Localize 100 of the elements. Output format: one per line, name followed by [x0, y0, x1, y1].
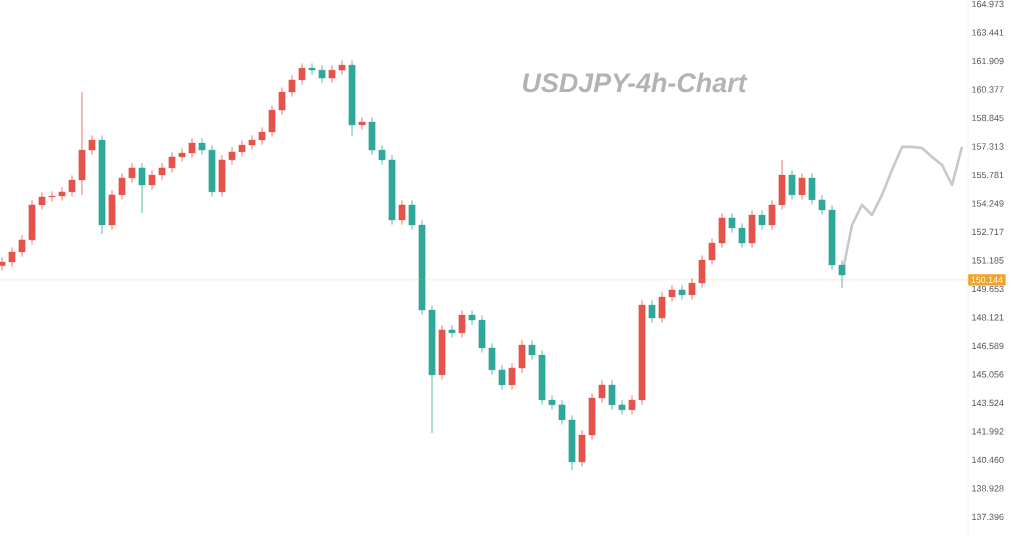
- y-tick-label: 151.185: [972, 257, 1004, 264]
- candlestick: [758, 209, 766, 231]
- candlestick: [368, 116, 376, 156]
- y-tick-label: 143.524: [972, 399, 1004, 407]
- candlestick: [798, 172, 806, 200]
- candlestick: [168, 151, 176, 173]
- candlestick: [38, 191, 46, 210]
- candlestick: [728, 212, 736, 234]
- candlestick: [578, 429, 586, 468]
- candlestick: [538, 349, 546, 406]
- candlestick: [268, 105, 276, 138]
- candlestick: [768, 199, 776, 231]
- candlestick: [188, 137, 196, 159]
- candlestick: [48, 190, 56, 202]
- candlestick: [648, 299, 656, 324]
- candlestick: [468, 309, 476, 326]
- candlestick: [548, 394, 556, 410]
- candlestick: [428, 304, 436, 434]
- candlestick: [8, 246, 16, 268]
- y-tick-label: 157.313: [972, 143, 1004, 150]
- ref-line-label: 150.144: [971, 276, 1003, 283]
- candlestick: [388, 154, 396, 226]
- candlestick: [638, 299, 646, 406]
- candlestick: [508, 362, 516, 391]
- candlestick: [518, 339, 526, 374]
- candlestick: [748, 209, 756, 249]
- y-tick-label: 137.396: [972, 513, 1004, 521]
- candlestick: [128, 162, 136, 184]
- candlestick: [338, 60, 346, 76]
- candlestick: [698, 254, 706, 289]
- candlestick: [808, 172, 816, 205]
- candlestick: [668, 284, 676, 303]
- candlestick: [208, 145, 216, 197]
- candlestick: [558, 399, 566, 425]
- candlestick: [198, 137, 206, 156]
- y-tick-label: 161.909: [972, 57, 1004, 65]
- candlestick: [78, 91, 86, 196]
- candlestick: [348, 60, 356, 136]
- candlestick: [588, 392, 596, 441]
- candlestick: [278, 87, 286, 116]
- y-tick-label: 154.249: [972, 200, 1004, 207]
- candlestick: [418, 219, 426, 316]
- y-tick-label: 140.460: [972, 456, 1004, 464]
- candlestick: [138, 162, 146, 214]
- candlestick: [378, 145, 386, 165]
- candlestick: [298, 63, 306, 85]
- candlestick: [688, 278, 696, 300]
- candlestick: [178, 148, 186, 162]
- candlestick: [158, 162, 166, 181]
- candlestick: [778, 159, 786, 210]
- candlestick: [0, 256, 6, 271]
- y-tick-label: 148.121: [972, 314, 1004, 321]
- candlestick: [98, 134, 106, 235]
- y-tick-label: 164.973: [972, 0, 1004, 8]
- candlestick: [108, 189, 116, 231]
- candlestick: [788, 169, 796, 200]
- candlestick: [678, 284, 686, 300]
- y-tick-label: 138.928: [972, 485, 1004, 492]
- candlestick: [88, 134, 96, 156]
- candlestick: [308, 63, 316, 76]
- candlestick: [658, 291, 666, 324]
- candlestick: [218, 154, 226, 197]
- y-tick-label: 149.653: [972, 285, 1004, 293]
- candlestick: [838, 259, 846, 289]
- candlestick: [258, 126, 266, 146]
- candlestick: [618, 399, 626, 415]
- candlestick: [708, 238, 716, 266]
- y-tick-label: 146.589: [972, 342, 1004, 350]
- y-tick-label: 155.781: [972, 171, 1004, 179]
- y-tick-label: 163.441: [972, 29, 1004, 36]
- candlestick: [458, 309, 466, 338]
- candlestick: [828, 204, 836, 271]
- candlestick: [18, 234, 26, 258]
- candlestick: [598, 379, 606, 404]
- candlestick: [488, 342, 496, 375]
- candlestick: [498, 364, 506, 391]
- candlestick: [148, 169, 156, 191]
- candlestick: [738, 222, 746, 249]
- candlestick: [318, 65, 326, 84]
- candlestick: [408, 199, 416, 231]
- y-tick-label: 145.056: [972, 371, 1004, 378]
- candlestick: [238, 140, 246, 157]
- y-tick-label: 158.845: [972, 114, 1004, 122]
- candlestick: [228, 146, 236, 165]
- candlestick: [448, 324, 456, 338]
- candlestick: [628, 394, 636, 415]
- text: USDJPY-4h-Chart: [523, 72, 748, 93]
- y-tick-label: 160.377: [972, 86, 1004, 93]
- candlestick: [528, 339, 536, 361]
- candlestick: [718, 212, 726, 249]
- candlestick: [58, 186, 66, 202]
- candlestick: [288, 74, 296, 98]
- candlestick: [248, 134, 256, 151]
- candlestick: [118, 172, 126, 200]
- y-tick-label: 152.717: [972, 228, 1004, 236]
- candlestick: [608, 379, 616, 410]
- candlestick: [438, 324, 446, 380]
- candlestick: [478, 315, 486, 354]
- candlestick: [358, 116, 366, 131]
- y-tick-label: 141.992: [972, 428, 1004, 435]
